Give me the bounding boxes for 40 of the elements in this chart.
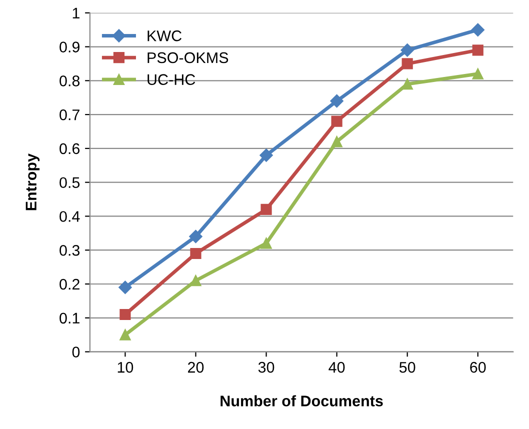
x-tick-label: 30: [258, 362, 274, 373]
point: [260, 238, 272, 249]
legend-label: PSO-OKMS: [148, 52, 228, 64]
point: [120, 308, 131, 320]
y-tick-label: 0.1: [60, 312, 80, 324]
point: [400, 44, 414, 57]
y-tick-label: 0.2: [60, 278, 80, 290]
legend-label: KWC: [148, 30, 182, 42]
point: [331, 136, 342, 148]
point: [331, 116, 342, 127]
point: [402, 78, 413, 90]
point: [120, 329, 131, 340]
x-tick-label: 50: [399, 362, 416, 373]
x-tick-label: 10: [118, 362, 134, 373]
point: [260, 148, 273, 162]
point: [472, 44, 484, 56]
y-tick-label: 0.8: [60, 76, 80, 86]
x-axis-title: Number of Documents: [220, 395, 383, 406]
point: [190, 275, 202, 286]
point: [472, 68, 484, 80]
point: [471, 23, 484, 36]
y-tick-label: 0.4: [60, 211, 80, 222]
point: [402, 58, 413, 70]
point: [189, 230, 202, 244]
point: [330, 94, 344, 108]
y-tick-label: 0.6: [60, 143, 80, 154]
x-tick-label: 40: [328, 362, 345, 373]
y-tick-label: 0.9: [60, 42, 80, 52]
x-tick-label: 20: [188, 362, 204, 373]
y-tick-label: 1: [72, 8, 80, 18]
y-tick-label: 0: [72, 346, 80, 358]
point: [118, 280, 132, 294]
legend-label: UC-HC: [148, 74, 196, 85]
point: [190, 248, 202, 260]
y-tick-label: 0.3: [60, 244, 80, 256]
y-tick-label: 0.7: [60, 109, 80, 120]
x-tick-label: 60: [470, 362, 486, 373]
y-axis-title: Entropy: [26, 154, 40, 210]
y-tick-label: 0.5: [60, 177, 80, 188]
point: [260, 204, 272, 215]
